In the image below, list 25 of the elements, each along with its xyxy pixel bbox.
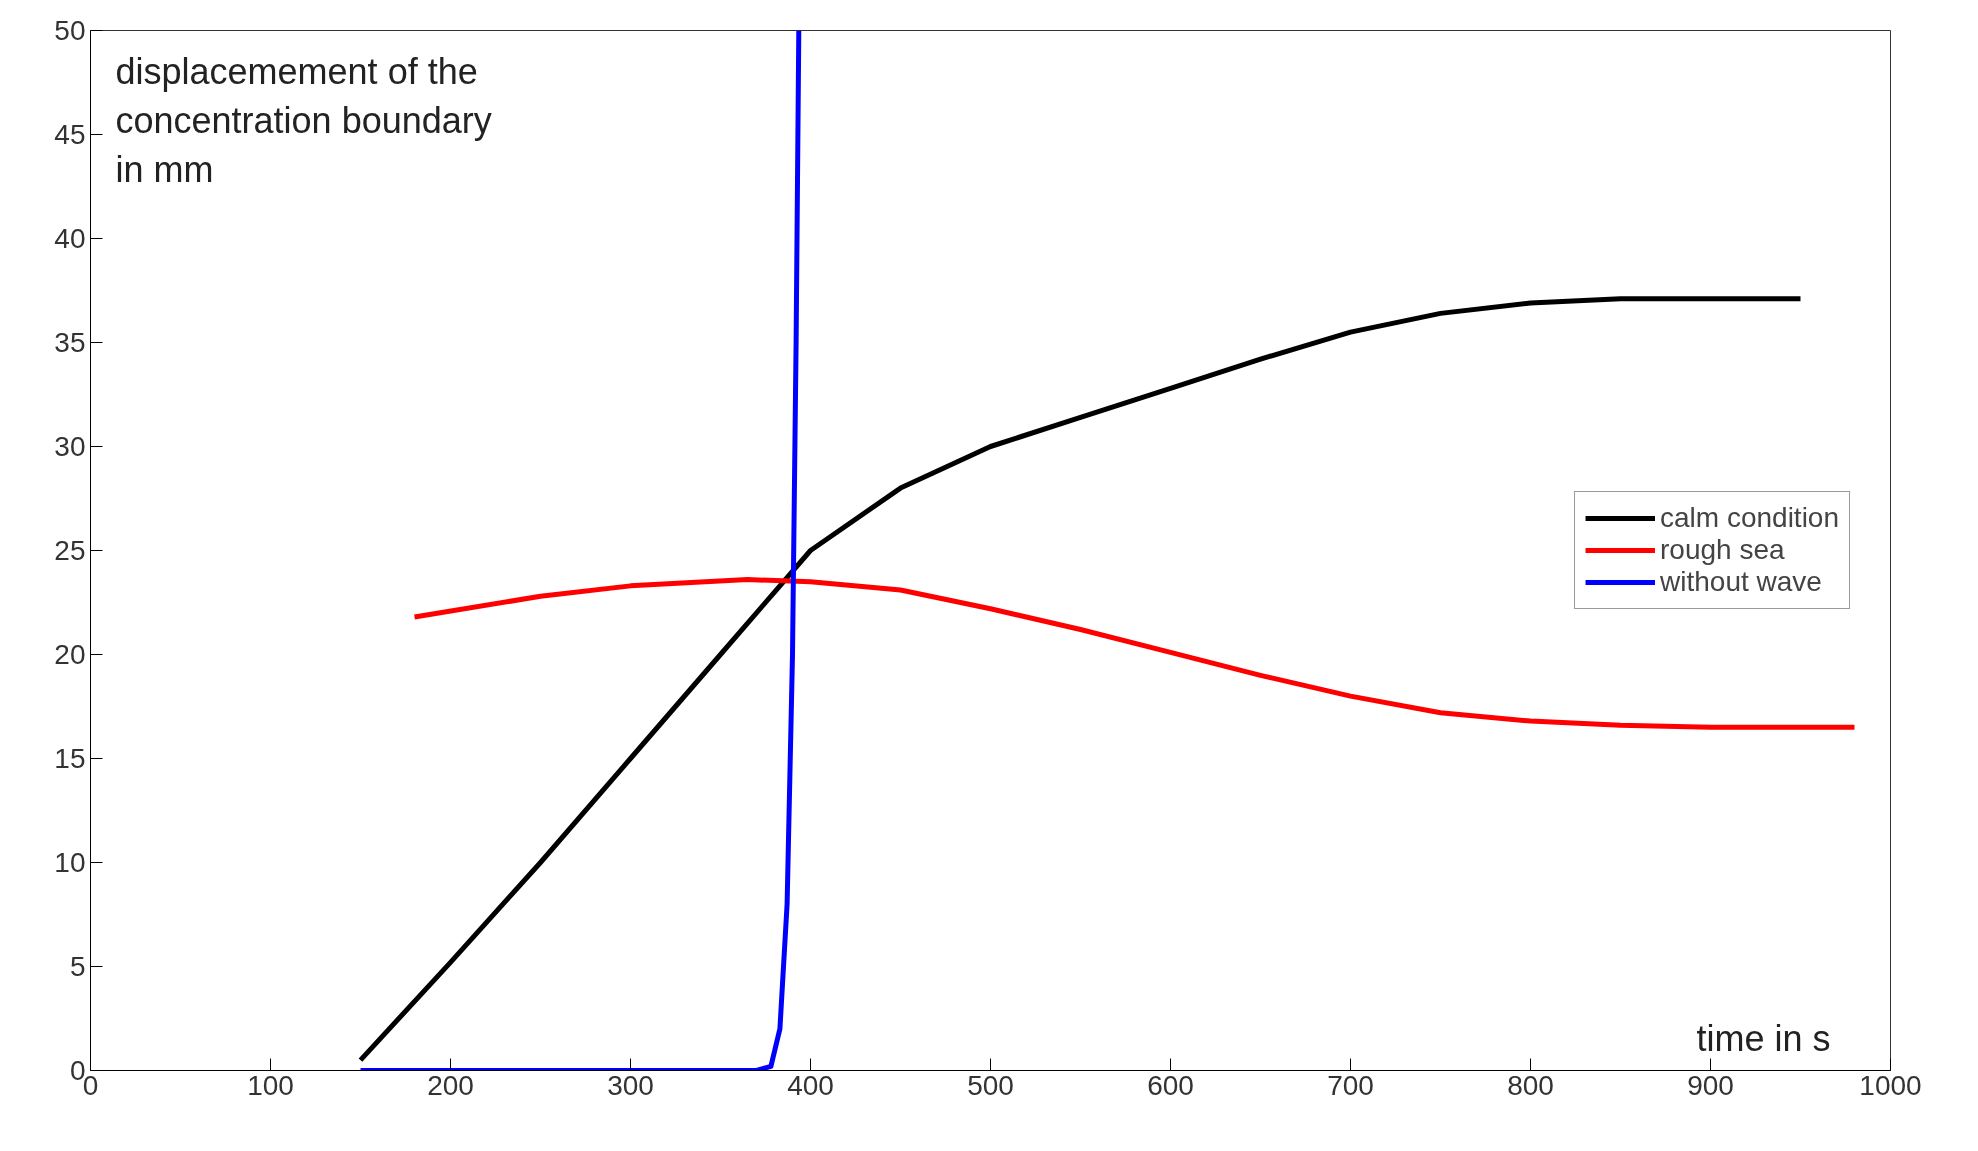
y-tick-label: 50 (54, 15, 86, 46)
y-tick-label: 40 (54, 223, 86, 254)
x-tick-label: 100 (247, 1069, 294, 1101)
y-tick-label: 5 (69, 951, 86, 982)
legend-label: rough sea (1660, 534, 1785, 566)
y-tick-label: 30 (54, 431, 86, 462)
legend-label: without wave (1660, 566, 1822, 598)
x-tick-label: 200 (427, 1069, 474, 1101)
y-tick-label: 35 (54, 327, 86, 358)
y-tick-label: 45 (54, 119, 86, 150)
x-tick-label: 800 (1507, 1069, 1554, 1101)
x-axis-title: time in s (1696, 1017, 1831, 1059)
x-tick-label: 500 (967, 1069, 1014, 1101)
x-tick-label: 1000 (1859, 1069, 1922, 1101)
x-tick-label: 400 (787, 1069, 834, 1101)
x-tick-label: 900 (1687, 1069, 1734, 1101)
y-tick-label: 15 (54, 743, 86, 774)
y-tick-label: 10 (54, 847, 86, 878)
legend-label: calm condition (1660, 502, 1839, 534)
y-axis-title: displacemement of the concentration boundary in mm (115, 50, 492, 190)
x-tick-label: 300 (607, 1069, 654, 1101)
x-tick-label: 700 (1327, 1069, 1374, 1101)
y-tick-label: 20 (54, 639, 86, 670)
x-tick-label: 600 (1147, 1069, 1194, 1101)
y-tick-label: 25 (54, 535, 86, 566)
